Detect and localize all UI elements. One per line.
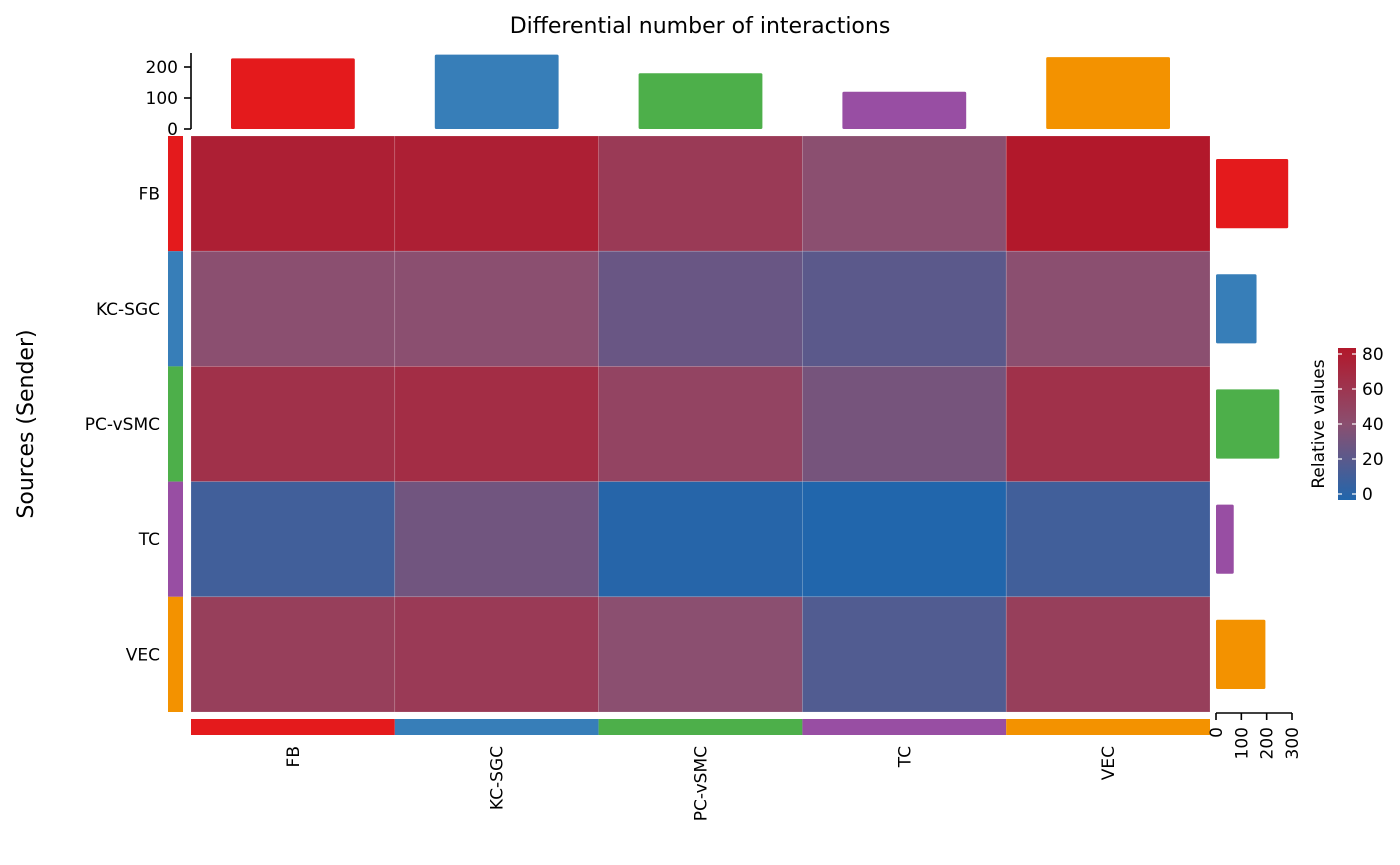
heatmap-cell xyxy=(1005,596,1211,713)
heatmap-cell xyxy=(802,250,1007,367)
right-axis-tick-label: 0 xyxy=(1207,727,1227,738)
column-annotation-cell xyxy=(191,719,395,735)
heatmap-cell xyxy=(190,596,396,713)
column-sum-bar xyxy=(434,54,559,129)
column-label: TC xyxy=(895,746,915,768)
row-annotation-cell xyxy=(168,251,183,367)
row-label: TC xyxy=(138,530,160,550)
top-axis-tick-label: 0 xyxy=(167,120,178,140)
row-sum-barplot: 0 100 200 300 xyxy=(1207,159,1303,759)
row-label: KC-SGC xyxy=(96,300,160,320)
row-sum-bar xyxy=(1216,274,1257,344)
row-sum-bar xyxy=(1216,504,1234,574)
heatmap-cell xyxy=(394,250,599,367)
legend-colorbar xyxy=(1338,348,1356,500)
row-labels: FB KC-SGC PC-vSMC TC VEC xyxy=(85,185,160,666)
heatmap-cell xyxy=(1005,366,1211,482)
column-labels: FB KC-SGC PC-vSMC TC VEC xyxy=(284,746,1119,821)
column-label: PC-vSMC xyxy=(692,746,712,821)
row-label: FB xyxy=(139,185,160,205)
heatmap-cell xyxy=(802,481,1007,598)
column-annotation-cell xyxy=(1006,719,1210,735)
heatmap-grid xyxy=(190,135,1211,713)
row-annotation-cell xyxy=(168,136,183,252)
row-sum-bar xyxy=(1216,619,1266,689)
legend-tick-label: 20 xyxy=(1362,450,1384,470)
legend-tick-label: 80 xyxy=(1362,345,1384,365)
legend-tick-label: 40 xyxy=(1362,415,1384,435)
chart-title: Differential number of interactions xyxy=(510,14,891,39)
heatmap-cell xyxy=(598,481,803,598)
heatmap-cell xyxy=(394,596,599,713)
heatmap-cell xyxy=(394,135,599,252)
column-annotation-cell xyxy=(802,719,1007,735)
column-annotation-bar xyxy=(191,719,1210,735)
row-annotation-bar xyxy=(168,136,183,712)
heatmap-cell xyxy=(190,366,396,482)
column-label: KC-SGC xyxy=(488,746,508,810)
heatmap-cell xyxy=(598,596,803,713)
row-sum-bar xyxy=(1216,159,1289,229)
heatmap-cell xyxy=(394,481,599,598)
heatmap-cell xyxy=(598,135,803,252)
heatmap-cell xyxy=(190,481,396,598)
heatmap-cell xyxy=(190,250,396,367)
legend-tick-label: 60 xyxy=(1362,380,1384,400)
heatmap-cell xyxy=(190,135,396,252)
column-sum-bar xyxy=(1046,57,1170,129)
right-axis-tick-label: 100 xyxy=(1232,727,1252,759)
heatmap-cell xyxy=(802,366,1007,482)
row-annotation-cell xyxy=(168,596,183,712)
right-axis-tick-label: 300 xyxy=(1283,727,1303,759)
column-sum-bar xyxy=(842,91,967,129)
heatmap-cell xyxy=(598,250,803,367)
top-axis-tick-label: 100 xyxy=(146,89,178,109)
y-axis-title: Sources (Sender) xyxy=(14,329,39,518)
legend-tick-label: 0 xyxy=(1362,485,1373,505)
column-label: VEC xyxy=(1099,746,1119,780)
legend-title: Relative values xyxy=(1309,359,1329,488)
row-label: PC-vSMC xyxy=(85,415,160,435)
heatmap-cell xyxy=(1005,250,1211,367)
column-sum-bar xyxy=(231,58,355,129)
column-annotation-cell xyxy=(598,719,803,735)
column-sum-barplot: 0 100 200 xyxy=(146,53,1170,140)
row-sum-bar xyxy=(1216,389,1280,459)
heatmap-cell xyxy=(394,366,599,482)
top-axis-tick-label: 200 xyxy=(146,58,178,78)
color-legend: Relative values 0 20 40 60 80 xyxy=(1309,345,1384,505)
heatmap-cell xyxy=(1005,135,1211,252)
column-annotation-cell xyxy=(394,719,599,735)
heatmap-cell xyxy=(1005,481,1211,598)
row-annotation-cell xyxy=(168,366,183,482)
heatmap-cell xyxy=(802,135,1007,252)
row-label: VEC xyxy=(126,645,160,665)
right-axis-tick-label: 200 xyxy=(1258,727,1278,759)
heatmap-cell xyxy=(802,596,1007,713)
column-sum-bar xyxy=(638,73,763,129)
heatmap-cell xyxy=(598,366,803,482)
column-label: FB xyxy=(284,746,304,767)
row-annotation-cell xyxy=(168,481,183,597)
